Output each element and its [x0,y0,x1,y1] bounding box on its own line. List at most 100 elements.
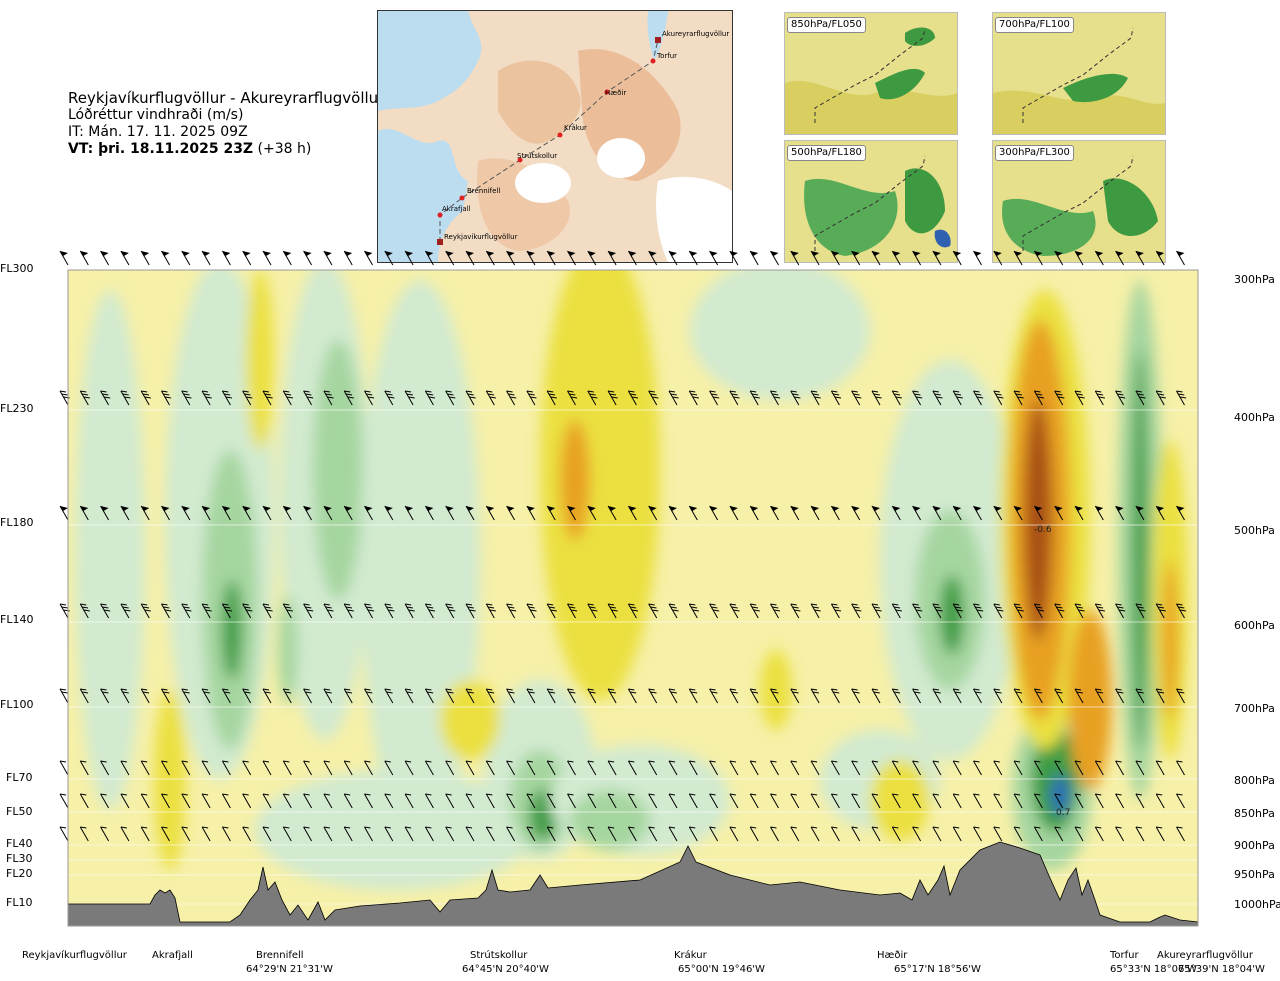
wind-barb [770,390,781,406]
wind-barb [607,603,618,619]
wind-barb [59,390,70,406]
loc-haedir: Hæðir [877,950,908,961]
wind-barb [445,688,455,704]
wind-barb [445,603,456,619]
wind-barb [303,505,313,521]
wind-barb [282,826,292,842]
wind-barb [1033,688,1043,704]
wind-barb [1155,760,1165,776]
wind-barb [729,250,739,266]
loc-torfur-coord: 65°33'N 18°07'W [1110,964,1197,975]
wind-barb [729,826,739,842]
wind-barb [810,688,820,704]
wind-barb [668,793,678,809]
wind-barb [932,760,942,776]
wind-barb [445,505,455,521]
wind-barb [465,793,475,809]
wind-barb [810,603,821,619]
wind-barb [242,793,252,809]
fl-label-140: FL140 [0,613,34,626]
wind-barb [1176,760,1185,776]
map-label-strutskollur: Strútskollur [517,152,557,160]
wind-barb [262,793,272,809]
wind-barb [1013,760,1023,776]
wind-barb [506,688,516,704]
mini-map-850[interactable]: 850hPa/FL050 [784,12,958,135]
wind-barb [140,793,150,809]
wind-barb [993,760,1003,776]
wind-barb [607,688,617,704]
wind-barb [851,250,861,266]
wind-barb [59,826,69,842]
loc-strutskollur: Strútskollur [470,950,528,961]
wind-barb [1013,505,1023,521]
wind-barb [810,760,820,776]
wind-barb [587,793,597,809]
mini-map-850-canvas [785,13,957,134]
wind-barb [973,688,982,704]
wind-barb [120,603,131,619]
mini-map-300[interactable]: 300hPa/FL300 [992,140,1166,263]
wind-barb [424,688,434,704]
wind-barb [567,390,578,406]
wind-barb [1013,390,1024,406]
wind-barb [100,688,110,704]
wind-barb [262,250,272,266]
mini-map-700-label: 700hPa/FL100 [995,17,1074,33]
loc-akrafjall: Akrafjall [152,950,193,961]
wind-barb [952,826,962,842]
wind-barb [627,603,639,619]
wind-barb [404,688,414,704]
wind-barb [1135,826,1145,842]
wind-barb [100,793,110,809]
wind-barb [932,505,942,521]
wind-barb [830,793,840,809]
wind-barb [424,505,434,521]
wind-barb [120,760,130,776]
wind-barb [343,390,354,406]
wind-barb [445,826,455,842]
wind-barb [790,505,800,521]
wind-barb [749,760,759,776]
wind-barb [567,760,576,776]
wind-barb [546,505,556,521]
wind-barb [952,760,962,776]
wind-barb [404,505,414,521]
wind-barb [384,688,394,704]
wind-barb [567,603,578,619]
mini-map-700[interactable]: 700hPa/FL100 [992,12,1166,135]
wind-barb [79,390,90,406]
wind-barb [749,250,759,266]
wind-barb [323,505,333,521]
wind-barb [891,793,901,809]
wind-barb [567,688,576,704]
wind-barb [1074,826,1084,842]
wind-barb [952,603,963,619]
wind-barb [891,603,902,619]
wind-barb [993,603,1004,619]
wind-barb [120,250,130,266]
wind-barb [1033,760,1043,776]
wind-barb [282,793,292,809]
loc-krakur: Krákur [674,950,707,961]
wind-barb [648,760,658,776]
wind-barb [1074,793,1084,809]
wind-barb [1094,793,1104,809]
wind-barb [688,505,698,521]
wind-barb [262,603,273,619]
wind-barb [871,250,881,266]
wind-barb [1135,250,1145,266]
wind-barb [912,390,923,406]
wind-barb [364,688,373,704]
wind-barb [993,793,1003,809]
wind-barb [912,505,922,521]
wind-barb [323,603,334,619]
wind-barb [526,390,537,406]
wind-barb [242,250,252,266]
wind-barb [343,688,353,704]
wind-barb [445,250,455,266]
wind-barb [384,603,395,619]
route-map-canvas: Akureyrarflugvöllur Torfur Hæðir Krákur … [378,11,732,262]
hpa-label-300: 300hPa [1234,273,1275,286]
mini-map-500[interactable]: 500hPa/FL180 [784,140,958,263]
